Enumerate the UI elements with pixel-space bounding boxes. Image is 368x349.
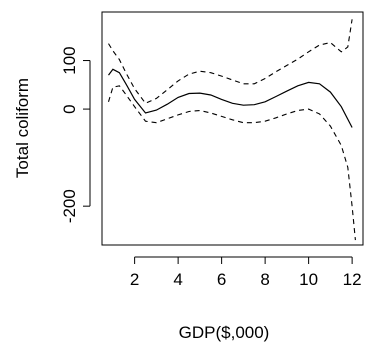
y-axis-label: Total coliform bbox=[13, 78, 32, 178]
series-line-lower bbox=[107, 85, 356, 241]
x-tick-label: 12 bbox=[343, 270, 362, 289]
y-tick-label: 0 bbox=[60, 104, 79, 113]
plot-frame bbox=[101, 11, 364, 246]
series-line-fit bbox=[108, 68, 353, 128]
x-tick-label: 2 bbox=[130, 270, 139, 289]
axes: 2 4 6 8 10 12 -200 0 100 bbox=[60, 46, 362, 289]
x-tick-label: 10 bbox=[299, 270, 318, 289]
x-tick-label: 6 bbox=[217, 270, 226, 289]
y-tick-label: -200 bbox=[60, 189, 79, 223]
y-tick-label: 100 bbox=[60, 46, 79, 74]
series-line-upper bbox=[108, 19, 353, 104]
x-tick-label: 8 bbox=[260, 270, 269, 289]
plot-area bbox=[101, 11, 364, 246]
x-tick-label: 4 bbox=[173, 270, 182, 289]
x-axis-label: GDP($,000) bbox=[179, 323, 270, 342]
